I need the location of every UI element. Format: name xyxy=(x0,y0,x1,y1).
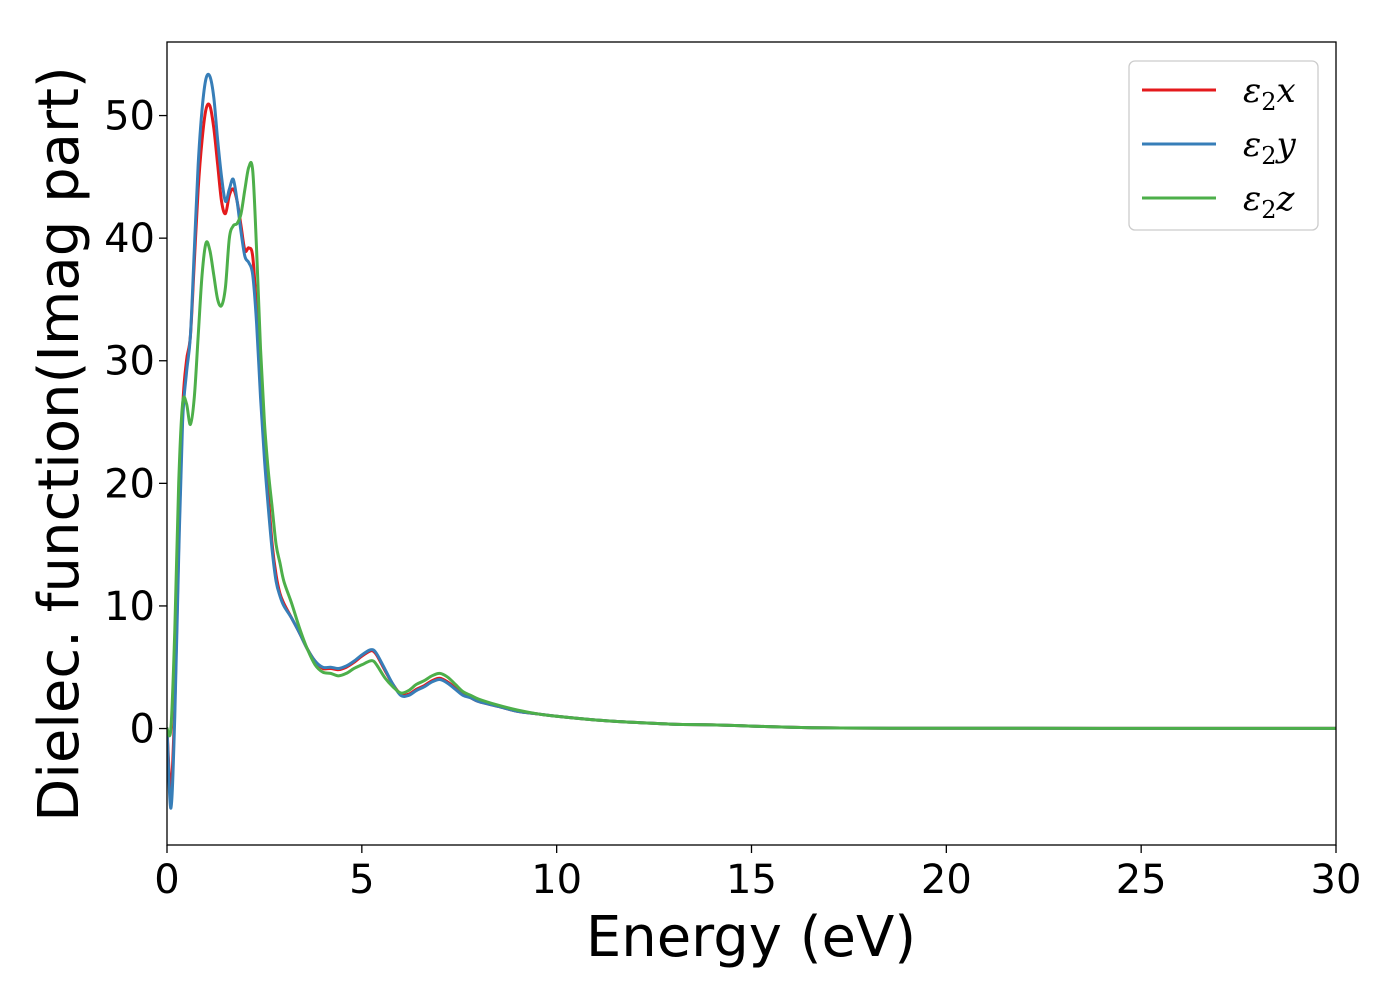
x-axis-label: Energy (eV) xyxy=(586,905,916,970)
legend-label-x: ε2x xyxy=(1243,71,1296,116)
series-layer xyxy=(167,72,1336,810)
x-tick-label: 15 xyxy=(726,857,777,903)
x-axis-ticks: 0 5 10 15 20 25 30 xyxy=(154,845,1361,903)
legend-label-z: ε2z xyxy=(1243,179,1296,224)
x-tick-label: 30 xyxy=(1311,857,1362,903)
y-axis-label: Dielec. function(Imag part) xyxy=(27,66,92,822)
legend-subscript: 2 xyxy=(1261,142,1276,170)
y-tick-label: 0 xyxy=(130,707,155,753)
legend-symbol: ε xyxy=(1243,125,1261,165)
x-tick-label: 10 xyxy=(531,857,582,903)
y-tick-label: 10 xyxy=(104,584,155,630)
x-tick-label: 5 xyxy=(349,857,374,903)
legend-suffix: x xyxy=(1277,71,1296,111)
legend-suffix: z xyxy=(1276,179,1296,219)
legend-subscript: 2 xyxy=(1261,196,1276,224)
legend-suffix: y xyxy=(1275,125,1297,165)
legend-symbol: ε xyxy=(1243,71,1261,111)
x-tick-label: 0 xyxy=(154,857,179,903)
x-tick-label: 20 xyxy=(921,857,972,903)
y-tick-label: 50 xyxy=(104,94,155,140)
legend-symbol: ε xyxy=(1243,179,1261,219)
y-tick-label: 40 xyxy=(104,216,155,262)
y-tick-label: 30 xyxy=(104,339,155,385)
series-line-z xyxy=(167,161,1336,738)
legend-label-y: ε2y xyxy=(1243,125,1297,170)
x-tick-label: 25 xyxy=(1116,857,1167,903)
y-tick-label: 20 xyxy=(104,461,155,507)
legend-box xyxy=(1128,60,1319,231)
legend-subscript: 2 xyxy=(1261,88,1276,116)
y-axis-ticks: 0 10 20 30 40 50 xyxy=(104,94,167,753)
